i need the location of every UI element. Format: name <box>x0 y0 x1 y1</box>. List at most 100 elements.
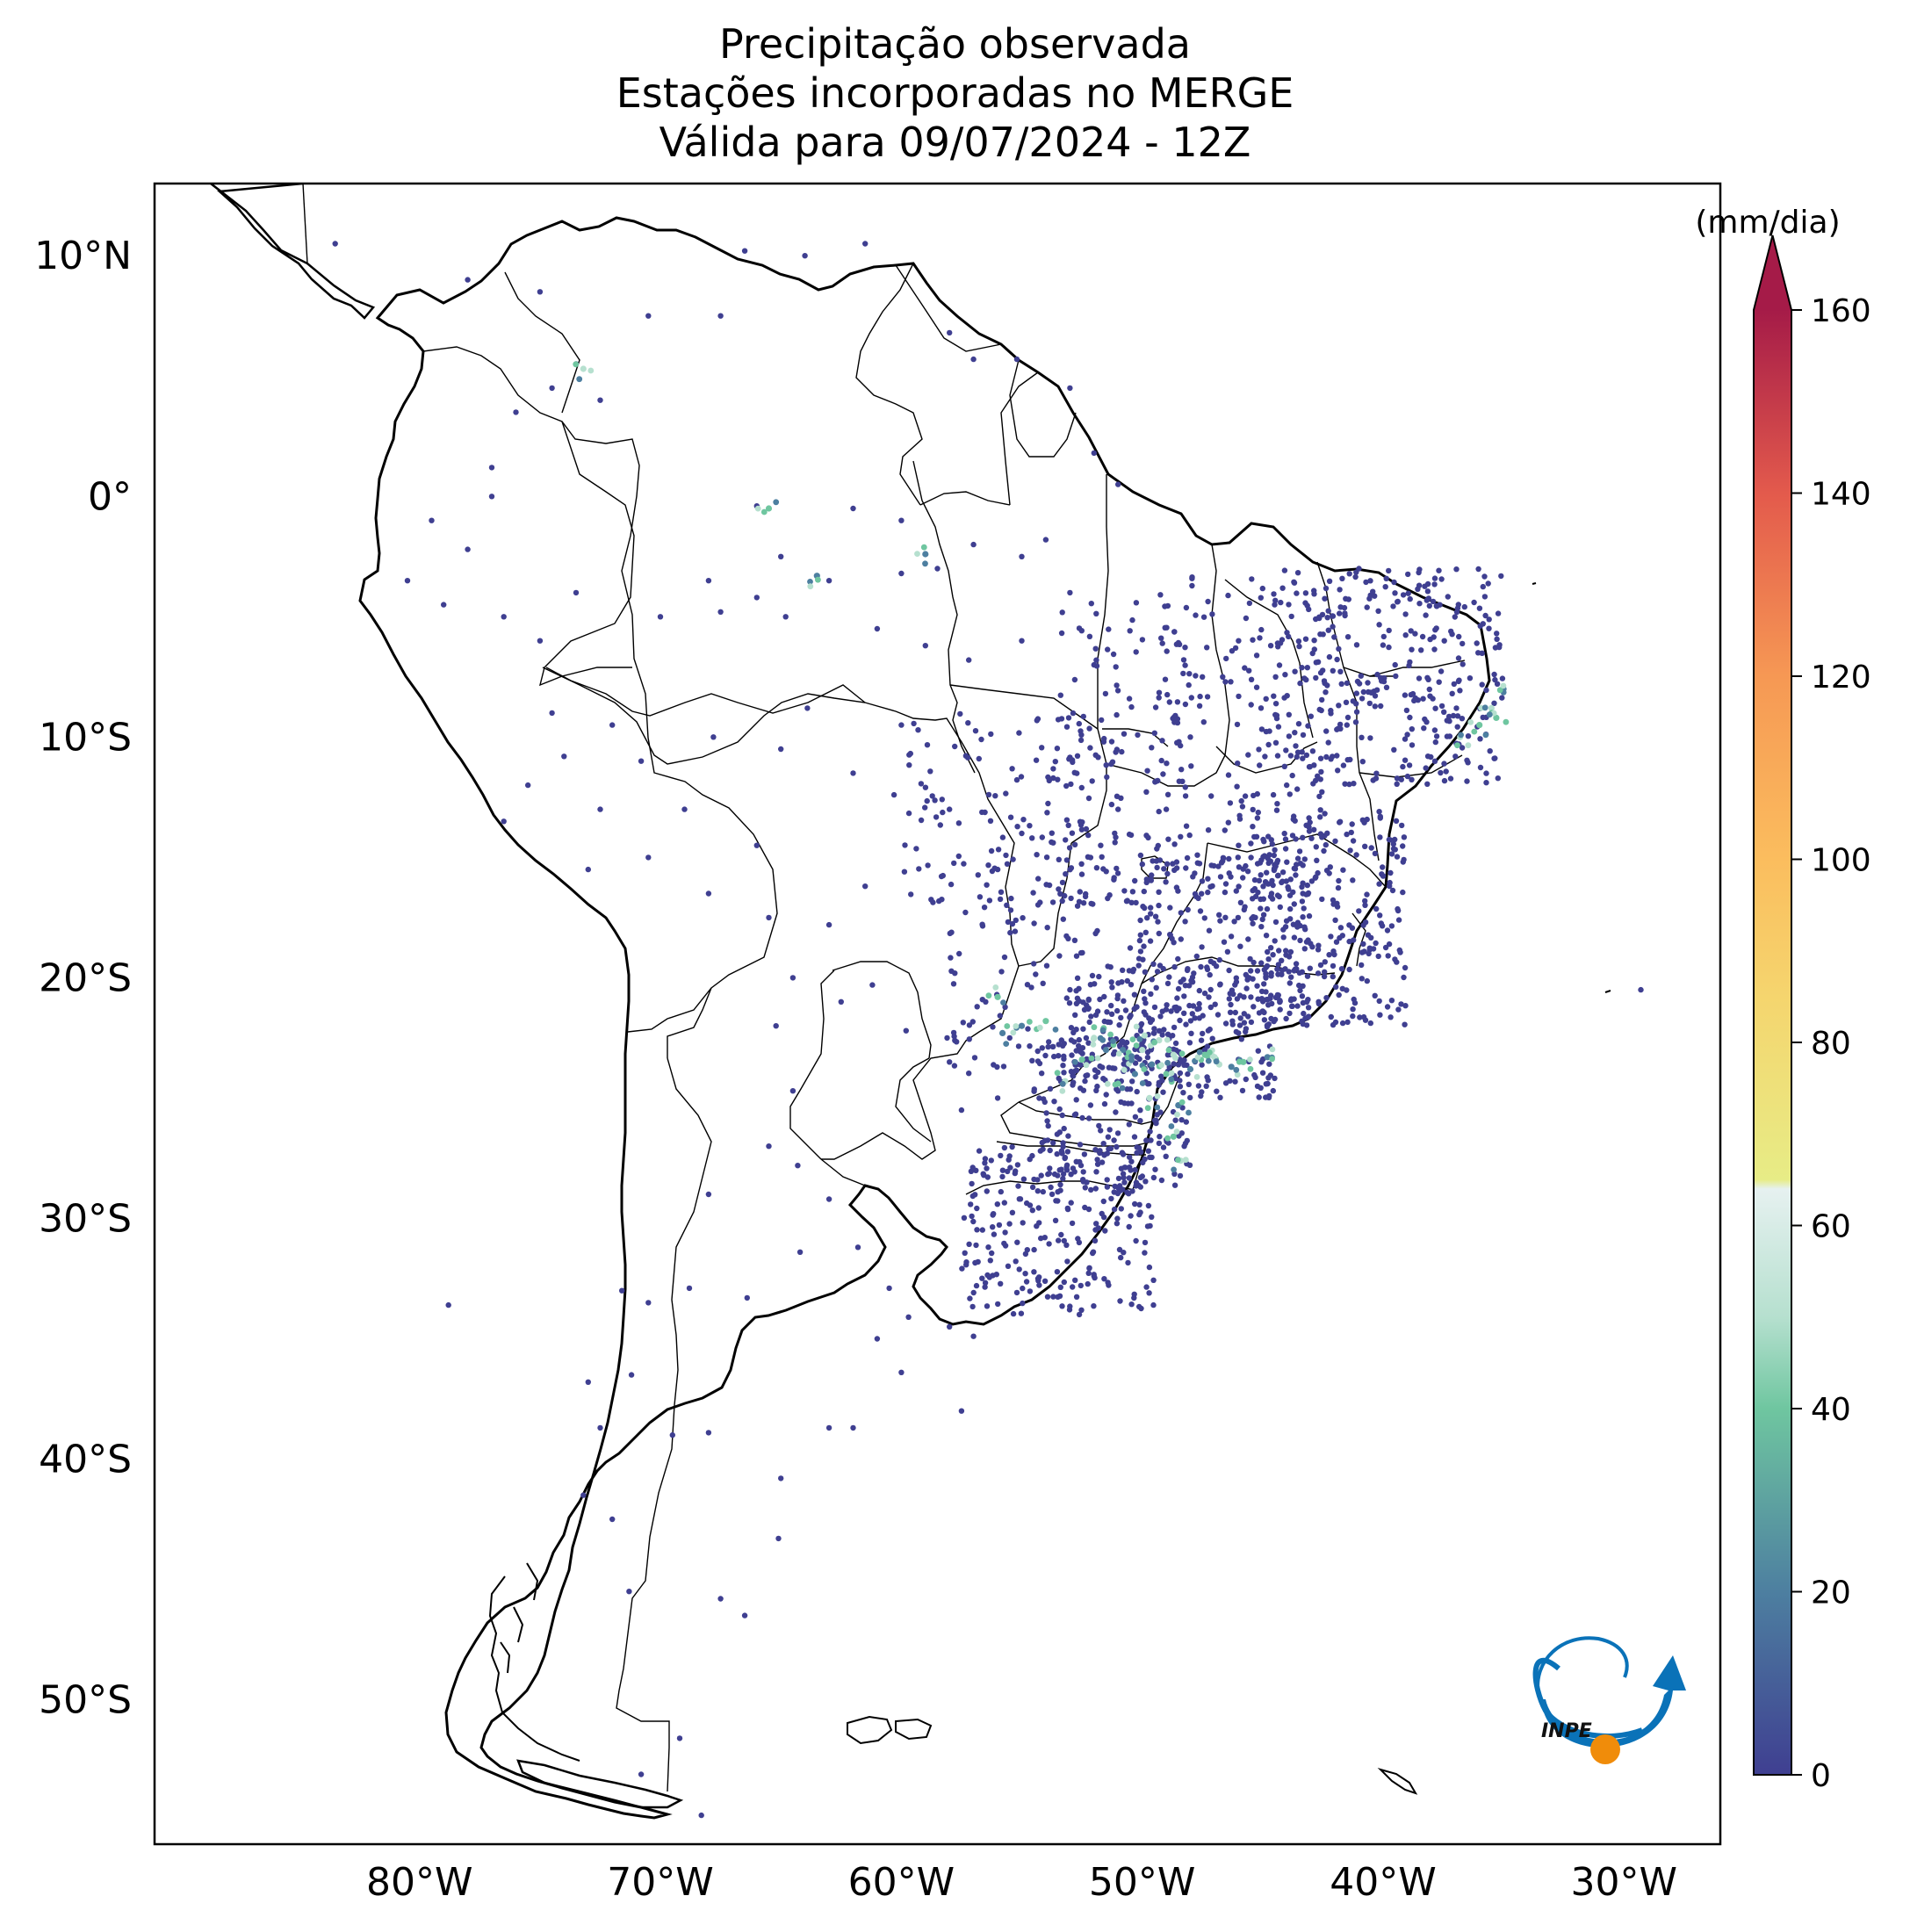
station-point <box>1375 953 1381 960</box>
station-point <box>1263 970 1269 977</box>
station-point <box>1286 711 1293 717</box>
station-point <box>1332 1019 1339 1026</box>
station-point <box>1131 991 1138 998</box>
station-point <box>1056 856 1063 862</box>
station-point <box>1186 1040 1193 1046</box>
station-point <box>1201 1047 1208 1053</box>
station-point <box>1423 765 1429 771</box>
station-point <box>1103 762 1109 768</box>
station-point <box>1151 1039 1157 1046</box>
station-point <box>1124 977 1131 984</box>
station-point <box>1286 633 1292 640</box>
station-point <box>1388 923 1395 929</box>
station-point <box>1068 1200 1074 1206</box>
station-point <box>1323 728 1330 734</box>
station-point <box>1248 994 1254 1000</box>
latitude-label: 0° <box>88 474 132 519</box>
station-point <box>710 734 717 740</box>
station-point <box>1061 1125 1067 1132</box>
station-point <box>1305 937 1311 943</box>
station-point <box>1265 855 1271 861</box>
station-point <box>1284 693 1290 699</box>
station-point <box>1109 984 1115 991</box>
station-point <box>1174 716 1181 722</box>
station-point <box>1121 731 1128 737</box>
station-point <box>1261 1009 1267 1016</box>
station-point <box>1015 1043 1022 1049</box>
station-point <box>1070 710 1077 717</box>
station-point <box>1297 987 1303 994</box>
station-point <box>1180 657 1187 663</box>
station-point <box>1108 979 1114 985</box>
station-point <box>1424 580 1431 588</box>
station-point <box>1090 1249 1097 1255</box>
station-point <box>1135 955 1142 962</box>
station-point <box>1186 681 1192 688</box>
station-point <box>1421 725 1427 732</box>
station-point <box>1187 1094 1193 1101</box>
station-point <box>1013 776 1020 783</box>
station-point <box>1353 690 1360 696</box>
station-point <box>1094 1008 1101 1014</box>
station-point <box>978 736 984 743</box>
falkland-islands <box>847 1715 933 1745</box>
station-point <box>1392 590 1398 596</box>
station-point <box>1086 1265 1092 1272</box>
station-point <box>1150 1277 1157 1284</box>
station-point <box>1332 917 1338 924</box>
station-point <box>825 578 832 584</box>
station-point <box>789 975 796 981</box>
station-point <box>1294 924 1301 930</box>
station-point <box>1203 1083 1209 1090</box>
station-point <box>1445 713 1452 720</box>
station-point <box>995 1301 1001 1308</box>
station-point <box>1287 905 1294 912</box>
station-point <box>1249 915 1255 922</box>
station-point <box>488 465 495 471</box>
station-point <box>1016 730 1022 736</box>
station-point <box>1251 1071 1258 1078</box>
station-point <box>1109 759 1116 765</box>
station-point <box>1237 899 1244 906</box>
station-point <box>1166 699 1173 705</box>
station-point <box>1390 603 1396 609</box>
station-point <box>580 365 587 372</box>
station-point <box>1283 948 1289 954</box>
station-point <box>754 505 761 512</box>
station-point <box>963 1259 969 1265</box>
station-point <box>1294 919 1301 926</box>
station-point <box>1009 1143 1015 1150</box>
station-point <box>1060 916 1067 922</box>
station-point <box>1121 888 1128 894</box>
station-point <box>1071 841 1078 847</box>
station-point <box>1186 1162 1193 1169</box>
station-point <box>1441 638 1447 644</box>
station-point <box>1144 915 1150 921</box>
station-point <box>1048 1184 1054 1191</box>
station-point <box>465 546 471 552</box>
station-point <box>922 804 928 811</box>
station-point <box>1088 601 1095 607</box>
station-point <box>1360 688 1367 696</box>
station-point <box>1060 1171 1067 1178</box>
station-point <box>525 782 531 789</box>
station-point <box>1010 856 1016 862</box>
station-point <box>1427 693 1433 699</box>
station-point <box>1197 908 1204 914</box>
station-point <box>1163 1153 1169 1160</box>
station-point <box>1250 920 1256 926</box>
station-point <box>1104 1177 1110 1183</box>
station-point <box>1299 749 1305 755</box>
station-point <box>1164 602 1171 609</box>
station-point <box>1176 641 1183 647</box>
station-point <box>1058 1166 1064 1172</box>
station-point <box>1168 1008 1174 1014</box>
station-point <box>901 869 908 875</box>
station-point <box>1232 1078 1238 1085</box>
station-point <box>1009 766 1015 772</box>
station-point <box>1098 1128 1104 1134</box>
station-point <box>1097 1148 1103 1154</box>
station-point <box>985 791 992 798</box>
station-point <box>1156 1037 1163 1044</box>
station-point <box>1146 1290 1152 1296</box>
